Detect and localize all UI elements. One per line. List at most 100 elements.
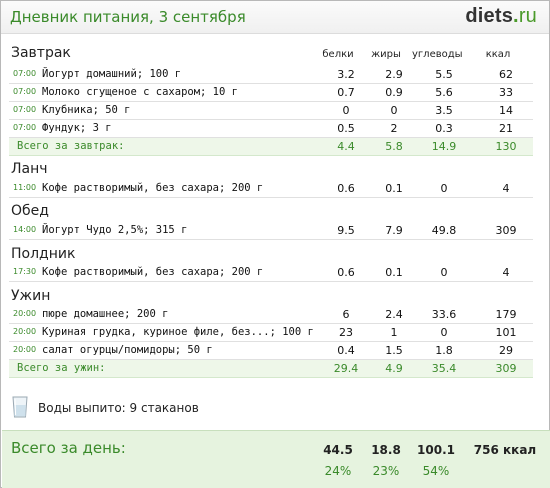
section-total-fat: 4.9	[385, 362, 403, 375]
header-bar: Дневник питания, 3 сентября diets.ru	[1, 1, 549, 34]
day-protein-percent: 24%	[324, 464, 352, 478]
food-fat: 1.5	[385, 344, 403, 357]
food-time: 07:00	[13, 69, 37, 78]
column-header-fat: жиры	[371, 49, 401, 60]
food-name: Клубника; 50 г	[42, 104, 131, 116]
food-fat: 2.4	[385, 308, 403, 321]
food-kcal: 101	[495, 326, 517, 339]
food-protein: 0.5	[337, 122, 355, 135]
day-total-label: Всего за день:	[11, 439, 126, 457]
food-protein: 23	[339, 326, 353, 339]
food-carbs: 5.5	[435, 68, 453, 81]
food-carbs: 0	[440, 182, 448, 195]
food-row[interactable]: 20:00 Куриная грудка, куриное филе, без..…	[9, 324, 533, 342]
day-total-panel: Всего за день: 44.5 18.8 100.1 756 ккал …	[2, 430, 550, 488]
glass-icon	[12, 396, 28, 418]
food-time: 07:00	[13, 105, 37, 114]
food-fat: 0.1	[385, 266, 403, 279]
food-protein: 0.6	[337, 266, 355, 279]
day-total-fat: 18.8	[371, 443, 401, 457]
food-row[interactable]: 17:30 Кофе растворимый, без сахара; 200 г…	[9, 264, 533, 282]
food-name: Фундук; 3 г	[42, 122, 112, 134]
food-carbs: 0	[440, 326, 448, 339]
section-total-row: Всего за ужин: 29.4 4.9 35.4 309	[9, 360, 533, 378]
section-total-protein: 4.4	[337, 140, 355, 153]
column-header-carbs: углеводы	[412, 49, 463, 60]
water-intake-text: Воды выпито: 9 стаканов	[38, 401, 199, 415]
food-row[interactable]: 20:00 пюре домашнее; 200 г 6 2.4 33.6 179	[9, 306, 533, 324]
section-total-label: Всего за ужин:	[17, 362, 106, 374]
food-carbs: 3.5	[435, 104, 453, 117]
section-total-label: Всего за завтрак:	[17, 140, 125, 152]
food-carbs: 49.8	[431, 224, 457, 237]
food-name: Кофе растворимый, без сахара; 200 г	[42, 266, 264, 278]
food-row[interactable]: 07:00 Йогурт домашний; 100 г 3.2 2.9 5.5 62	[9, 66, 533, 84]
food-row[interactable]: 07:00 Фундук; 3 г 0.5 2 0.3 21	[9, 120, 533, 138]
food-kcal: 4	[502, 182, 510, 195]
column-header-protein: белки	[322, 49, 354, 60]
section-total-fat: 5.8	[385, 140, 403, 153]
section-total-row: Всего за завтрак: 4.4 5.8 14.9 130	[9, 138, 533, 156]
section-total-kcal: 130	[495, 140, 517, 153]
brand-dot: .	[513, 5, 519, 27]
brand-name: diets	[465, 5, 514, 27]
food-fat: 2	[390, 122, 398, 135]
food-row[interactable]: 11:00 Кофе растворимый, без сахара; 200 г…	[9, 180, 533, 198]
food-protein: 0.7	[337, 86, 355, 99]
day-carbs-percent: 54%	[422, 464, 450, 478]
food-fat: 0	[390, 104, 398, 117]
food-row[interactable]: 07:00 Молоко сгущеное с сахаром; 10 г 0.7 0…	[9, 84, 533, 102]
food-protein: 3.2	[337, 68, 355, 81]
food-name: Йогурт домашний; 100 г	[42, 68, 182, 80]
food-kcal: 62	[499, 68, 513, 81]
day-total-kcal: 756 ккал	[473, 443, 537, 457]
food-fat: 7.9	[385, 224, 403, 237]
food-name: Молоко сгущеное с сахаром; 10 г	[42, 86, 238, 98]
food-protein: 0.6	[337, 182, 355, 195]
food-time: 11:00	[13, 183, 37, 192]
food-kcal: 29	[499, 344, 513, 357]
food-name: Куриная грудка, куриное филе, без...; 10…	[42, 326, 314, 338]
food-time: 20:00	[13, 327, 37, 336]
food-row[interactable]: 20:00 салат огурцы/помидоры; 50 г 0.4 1.5 1.…	[9, 342, 533, 360]
food-carbs: 0.3	[435, 122, 453, 135]
food-kcal: 179	[495, 308, 517, 321]
section-total-carbs: 35.4	[431, 362, 457, 375]
food-name: салат огурцы/помидоры; 50 г	[42, 344, 213, 356]
food-time: 20:00	[13, 345, 37, 354]
food-time: 20:00	[13, 309, 37, 318]
food-protein: 0.4	[337, 344, 355, 357]
food-time: 17:30	[13, 267, 37, 276]
food-time: 14:00	[13, 225, 37, 234]
food-carbs: 0	[440, 266, 448, 279]
food-fat: 0.1	[385, 182, 403, 195]
food-time: 07:00	[13, 123, 37, 132]
food-row[interactable]: 07:00 Клубника; 50 г 0 0 3.5 14	[9, 102, 533, 120]
section-title-snack: Полдник	[11, 246, 76, 262]
brand-logo[interactable]: diets.ru	[465, 5, 537, 28]
section-total-carbs: 14.9	[431, 140, 457, 153]
page-title: Дневник питания, 3 сентября	[10, 8, 246, 26]
food-row[interactable]: 14:00 Йогурт Чудо 2,5%; 315 г 9.5 7.9 49.8 30…	[9, 222, 533, 240]
section-total-kcal: 309	[495, 362, 517, 375]
food-kcal: 33	[499, 86, 513, 99]
food-time: 07:00	[13, 87, 37, 96]
food-fat: 0.9	[385, 86, 403, 99]
day-total-carbs: 100.1	[417, 443, 455, 457]
day-total-protein: 44.5	[323, 443, 353, 457]
food-protein: 9.5	[337, 224, 355, 237]
food-name: пюре домашнее; 200 г	[42, 308, 169, 320]
food-name: Йогурт Чудо 2,5%; 315 г	[42, 224, 188, 236]
food-carbs: 33.6	[431, 308, 457, 321]
brand-tld: ru	[518, 5, 537, 27]
day-fat-percent: 23%	[372, 464, 400, 478]
food-protein: 0	[342, 104, 350, 117]
food-kcal: 14	[499, 104, 513, 117]
section-title-supper: Ужин	[11, 288, 51, 304]
section-title-dinner: Обед	[11, 203, 49, 219]
food-name: Кофе растворимый, без сахара; 200 г	[42, 182, 264, 194]
food-kcal: 4	[502, 266, 510, 279]
food-fat: 2.9	[385, 68, 403, 81]
column-header-kcal: ккал	[485, 49, 511, 60]
